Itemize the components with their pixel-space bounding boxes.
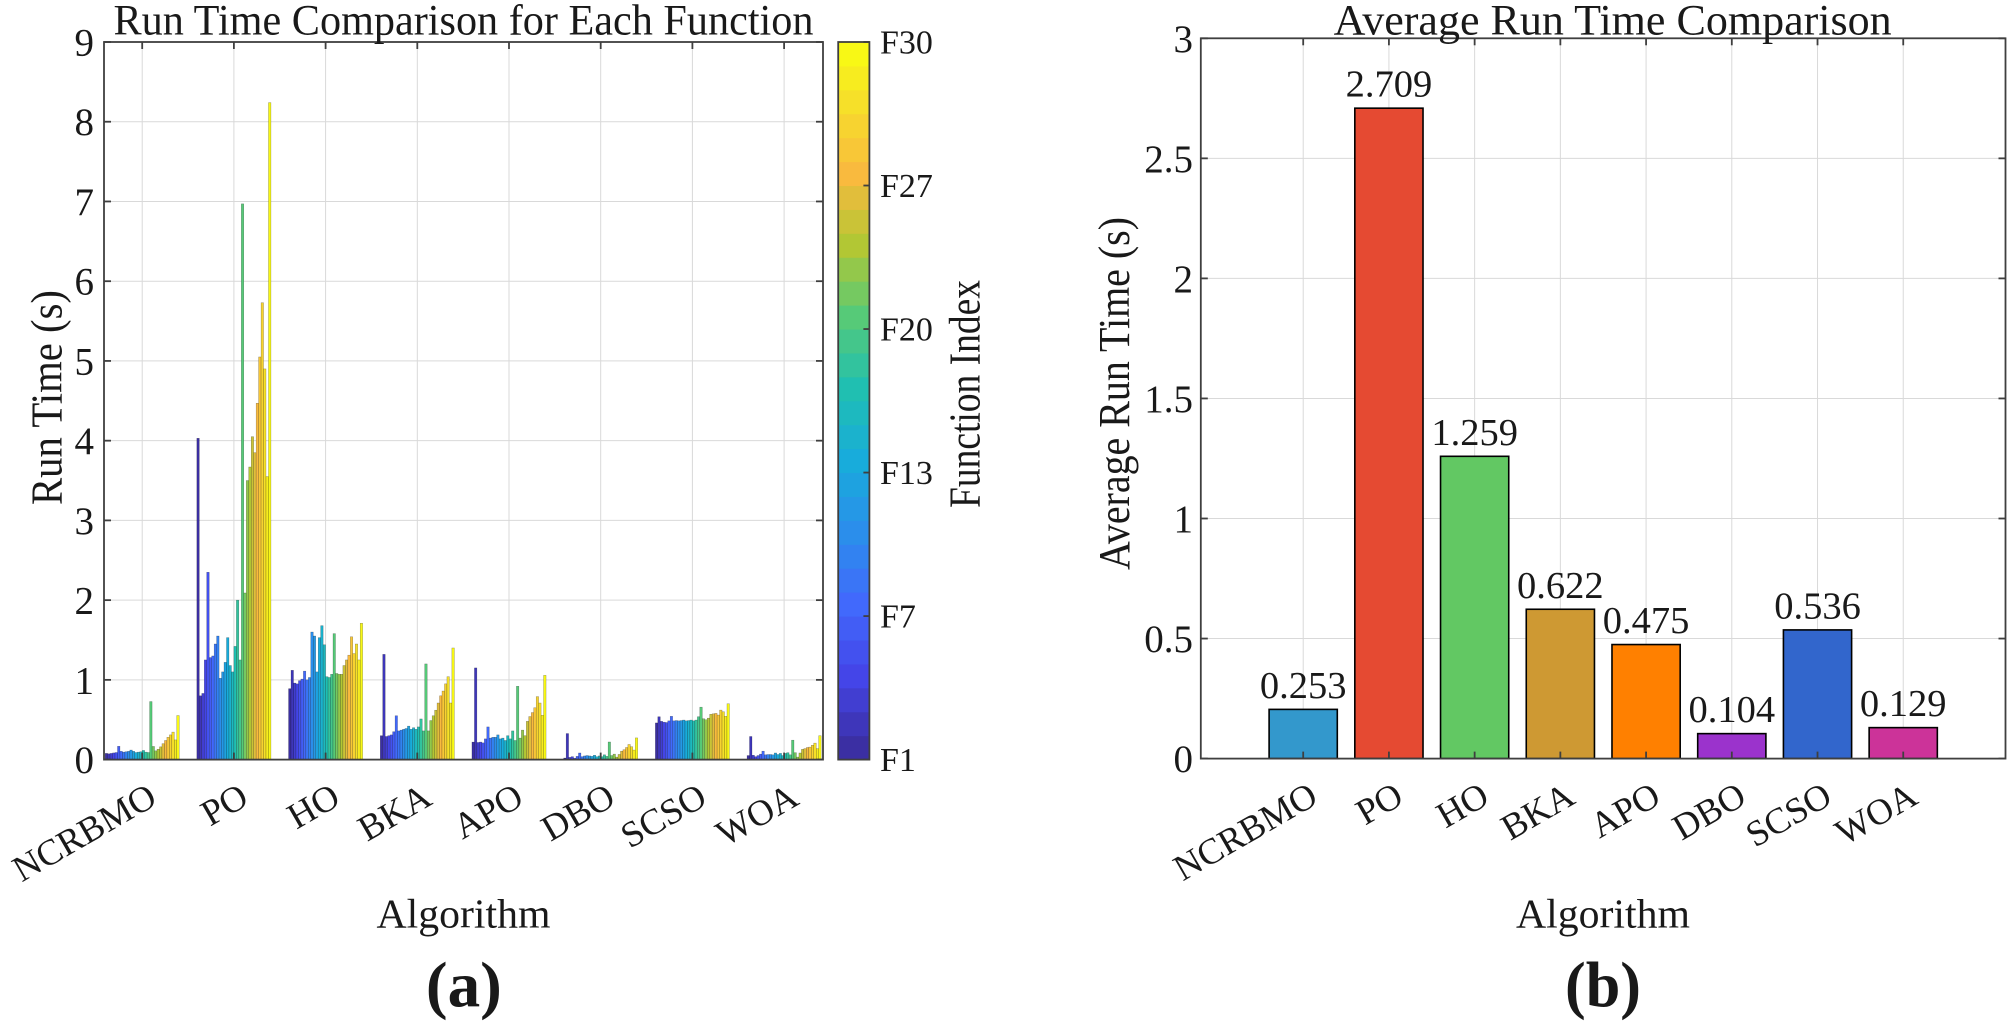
svg-text:0: 0 [75,739,95,782]
svg-text:4: 4 [75,420,95,463]
svg-text:1.259: 1.259 [1431,412,1518,454]
svg-text:0.104: 0.104 [1688,689,1775,731]
svg-text:8: 8 [75,101,95,144]
svg-text:2: 2 [1174,258,1194,301]
svg-text:F13: F13 [880,455,933,492]
svg-text:0.129: 0.129 [1860,683,1947,725]
svg-text:2.5: 2.5 [1144,138,1193,181]
svg-text:Run Time Comparison for Each F: Run Time Comparison for Each Function [114,0,814,45]
svg-text:Function Index: Function Index [941,280,990,508]
svg-text:0.536: 0.536 [1774,585,1861,627]
svg-text:2: 2 [75,580,95,623]
svg-text:Average Run Time Comparison: Average Run Time Comparison [1334,0,1892,45]
svg-text:0.475: 0.475 [1603,600,1690,642]
svg-text:1.5: 1.5 [1144,378,1193,421]
svg-text:2.709: 2.709 [1346,64,1433,106]
svg-text:6: 6 [75,261,95,304]
svg-text:3: 3 [75,500,95,543]
svg-text:Run Time (s): Run Time (s) [23,290,72,505]
svg-text:F1: F1 [880,742,916,779]
svg-text:F20: F20 [880,312,933,349]
svg-text:9: 9 [75,22,95,65]
svg-text:1: 1 [75,659,95,702]
svg-text:Algorithm: Algorithm [1516,890,1690,936]
svg-text:F30: F30 [880,25,933,62]
svg-text:0.622: 0.622 [1517,565,1604,607]
svg-text:(b): (b) [1565,950,1641,1022]
svg-text:1: 1 [1174,498,1194,541]
svg-text:0.5: 0.5 [1144,618,1193,661]
svg-text:F27: F27 [880,168,933,205]
svg-text:5: 5 [75,340,95,383]
svg-text:3: 3 [1174,18,1194,61]
svg-text:0: 0 [1174,738,1194,781]
svg-text:F7: F7 [880,599,916,636]
svg-text:7: 7 [75,181,95,224]
svg-text:0.253: 0.253 [1260,665,1347,707]
svg-text:Algorithm: Algorithm [377,890,551,936]
svg-text:Average Run Time (s): Average Run Time (s) [1090,217,1139,570]
svg-text:(a): (a) [426,950,502,1022]
